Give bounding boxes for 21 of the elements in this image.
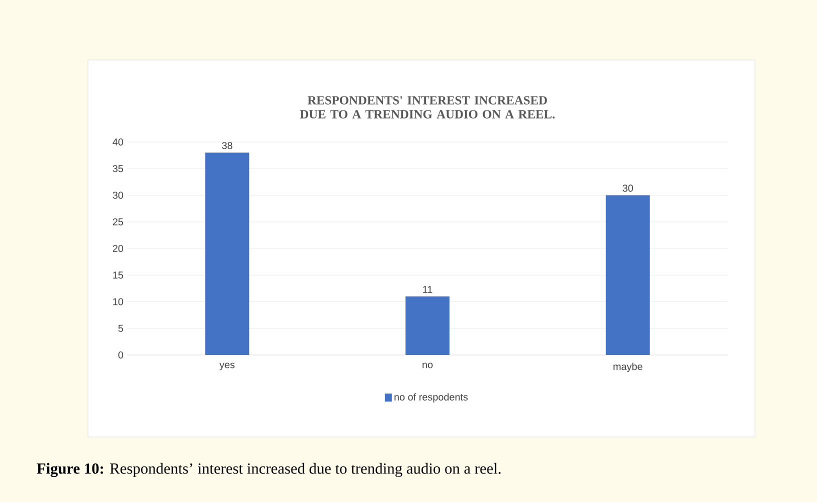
y-tick-label: 20 [112, 244, 124, 252]
x-tick-label: no [422, 362, 433, 368]
y-tick-label: 5 [118, 324, 124, 332]
bar [406, 296, 450, 355]
x-tick-label: maybe [614, 362, 642, 372]
y-tick-label: 35 [112, 165, 124, 172]
y-tick-label: 30 [112, 192, 124, 199]
y-tick-label: 0 [118, 351, 124, 359]
text: Figure 10: Respondents’ interest increased due to trending audio on a reel. [36, 462, 501, 478]
data-label: 38 [222, 142, 232, 150]
bar [205, 152, 250, 355]
y-tick-label: 40 [112, 138, 124, 146]
data-label: 11 [423, 286, 432, 293]
bar [606, 195, 650, 355]
data-label: 30 [622, 184, 633, 192]
y-tick-label: 25 [112, 218, 124, 226]
y-tick-label: 15 [113, 272, 124, 279]
y-tick-label: 10 [113, 298, 124, 306]
x-tick-label: yes [219, 362, 235, 370]
chart-title: RESPONDENTS' INTEREST INCREASED DUE TO A TRENDING AUDIO ON A REEL. [300, 96, 555, 118]
legend-label: no of respodents [394, 393, 468, 403]
